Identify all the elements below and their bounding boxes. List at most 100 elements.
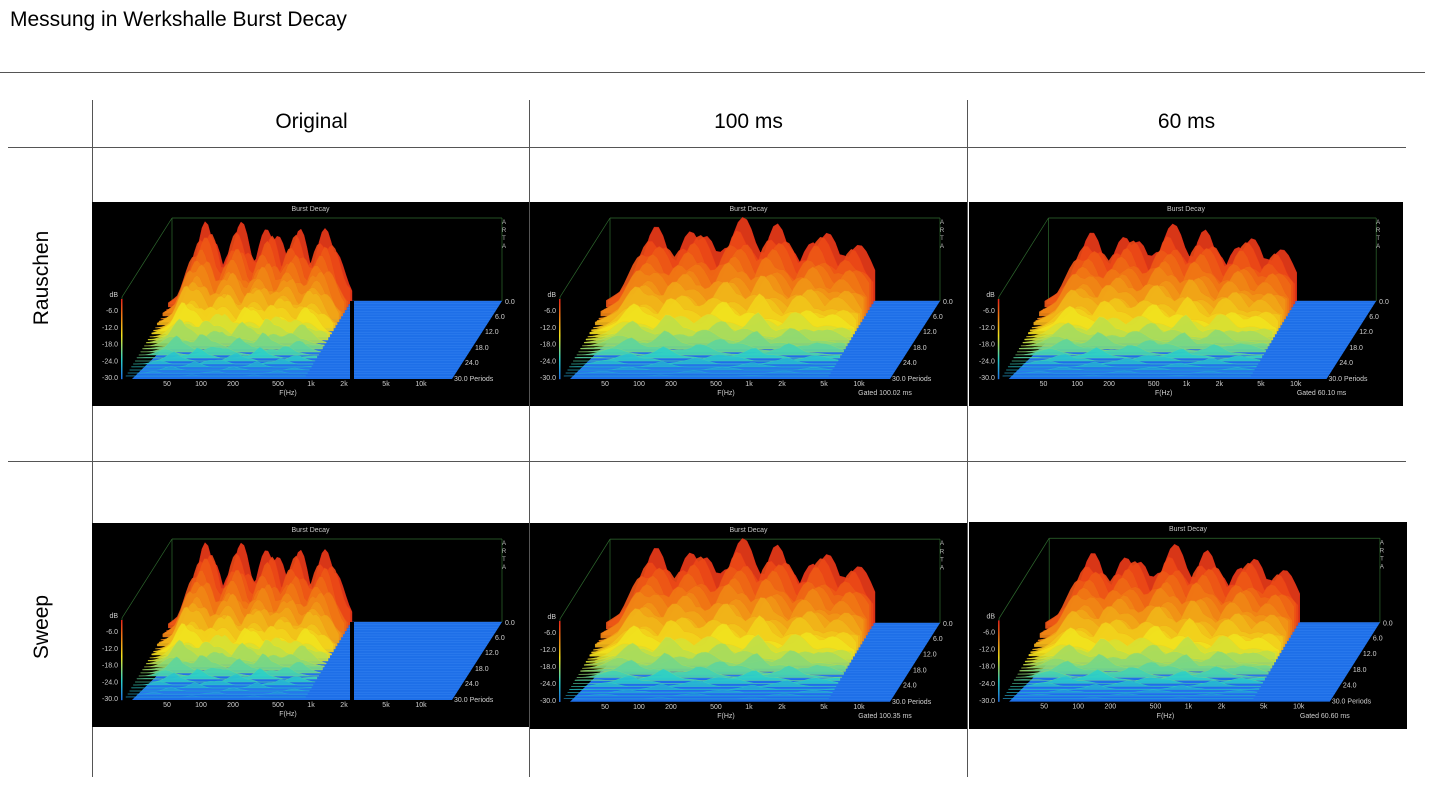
waterfall-chart: dB -6.0 -12.0 -18.0 -24.0 -30.0 50 100 200 500 1k 2…	[102, 538, 515, 718]
db-tick-label: -18.0	[102, 342, 118, 349]
freq-tick-label: 200	[1103, 381, 1115, 388]
burst-decay-plot: Burst Decay dB -6.0 -12.0 -18.0 -24.0 -30.0 50 1…	[969, 522, 1407, 729]
freq-tick-label: 5k	[820, 381, 828, 388]
freq-tick-label: 500	[710, 381, 722, 388]
color-scale	[998, 620, 1000, 702]
arta-logo-letter: A	[940, 541, 944, 547]
freq-tick-label: 100	[1072, 704, 1084, 711]
arta-logo-letter: A	[940, 244, 944, 250]
period-tick-label: 6.0	[495, 635, 505, 642]
db-tick-label: -24.0	[540, 358, 556, 365]
period-tick-label: 12.0	[923, 329, 937, 336]
decay-slice	[569, 361, 835, 368]
freq-tick-label: 100	[195, 381, 207, 388]
freq-tick-label: 10k	[1293, 704, 1305, 711]
db-tick-label: -18.0	[540, 664, 556, 671]
decay-slice	[565, 370, 831, 374]
period-tick-label: 24.0	[465, 681, 479, 688]
plot-title: Burst Decay	[1166, 206, 1206, 213]
db-tick-label: -18.0	[540, 342, 556, 349]
freq-tick-label: 5k	[1257, 381, 1265, 388]
freq-tick-label: 2k	[778, 381, 786, 388]
arta-logo-letter: A	[1380, 565, 1385, 571]
period-tick-label: 30.0 Periods	[454, 376, 494, 383]
decay-slice	[569, 683, 835, 690]
arta-logo-letter: T	[940, 236, 944, 242]
plot-title: Burst Decay	[291, 527, 330, 534]
decay-slice	[1008, 684, 1260, 690]
arta-logo-letter: T	[1376, 236, 1380, 242]
freq-tick-label: 5k	[1260, 704, 1268, 711]
period-tick-label: 12.0	[485, 329, 499, 336]
db-tick-label: -30.0	[979, 698, 995, 705]
decay-slice	[582, 327, 848, 347]
period-tick-label: 18.0	[475, 666, 489, 673]
freq-tick-label: 200	[665, 704, 677, 711]
color-scale	[121, 620, 123, 701]
decay-slice	[125, 374, 306, 377]
decay-slice	[1007, 361, 1257, 368]
decay-slice	[135, 351, 316, 362]
db-tick-label: -12.0	[102, 325, 118, 332]
db-unit-label: dB	[109, 292, 118, 299]
db-tick-label: -30.0	[540, 698, 556, 705]
plot-title: Burst Decay	[729, 206, 768, 213]
arta-logo-letter: T	[502, 557, 506, 563]
period-tick-label: 24.0	[1339, 360, 1353, 367]
arta-logo-letter: A	[940, 220, 944, 226]
x-axis-label: F(Hz)	[1155, 390, 1172, 397]
db-tick-label: -30.0	[102, 375, 118, 382]
db-tick-label: -6.0	[544, 308, 556, 315]
decay-slice	[578, 337, 844, 353]
period-tick-label: 18.0	[913, 667, 927, 674]
period-tick-label: 18.0	[1349, 345, 1363, 352]
db-tick-label: -24.0	[102, 358, 118, 365]
plot-title: Burst Decay	[729, 527, 768, 534]
freq-tick-label: 50	[601, 381, 609, 388]
period-tick-label: 12.0	[1359, 329, 1373, 336]
decay-slice	[1004, 693, 1256, 696]
freq-tick-label: 100	[633, 381, 645, 388]
arta-logo-letter: T	[1380, 557, 1384, 563]
period-tick-label: 30.0 Periods	[1329, 376, 1369, 383]
plot-title: Burst Decay	[291, 206, 330, 213]
grid-line	[92, 100, 93, 777]
column-header-60ms: 60 ms	[1157, 110, 1216, 133]
freq-tick-label: 10k	[1290, 381, 1302, 388]
freq-tick-label: 50	[163, 702, 171, 709]
decay-slice	[1020, 329, 1270, 347]
period-tick-label: 0.0	[1379, 299, 1389, 306]
freq-tick-label: 500	[272, 702, 284, 709]
decay-slice	[1010, 680, 1261, 687]
period-tick-label: 0.0	[1383, 620, 1393, 627]
decay-slice	[1017, 660, 1269, 675]
freq-tick-label: 1k	[745, 704, 753, 711]
decay-slice	[1012, 675, 1263, 684]
waterfall-chart: dB -6.0 -12.0 -18.0 -24.0 -30.0 50 100 200 500 1k 2…	[540, 216, 953, 397]
freq-tick-label: 5k	[382, 702, 390, 709]
arta-logo-letter: A	[1380, 540, 1385, 546]
decay-slice	[127, 691, 308, 695]
freq-tick-label: 10k	[415, 702, 427, 709]
db-tick-label: -24.0	[102, 679, 118, 686]
decay-slice	[563, 374, 829, 377]
period-tick-label: 0.0	[943, 299, 953, 306]
decay-slice	[576, 342, 842, 356]
arta-logo-letter: T	[940, 557, 944, 563]
decay-slice	[1002, 374, 1251, 377]
db-unit-label: dB	[109, 613, 118, 620]
freq-tick-label: 2k	[778, 704, 786, 711]
decay-slice	[571, 357, 837, 365]
db-tick-label: -6.0	[544, 630, 556, 637]
decay-slice	[1021, 651, 1273, 669]
grid-line	[529, 100, 530, 777]
waterfall-chart: dB -6.0 -12.0 -18.0 -24.0 -30.0 50 100 200 500 1k 2…	[102, 217, 515, 397]
freq-tick-label: 5k	[820, 704, 828, 711]
grid-line	[967, 100, 968, 777]
period-tick-label: 12.0	[485, 650, 499, 657]
waterfall-chart: dB -6.0 -12.0 -18.0 -24.0 -30.0 50 100 200 500 1k 2…	[979, 537, 1393, 720]
period-tick-label: 30.0 Periods	[454, 697, 494, 704]
freq-tick-label: 500	[710, 704, 722, 711]
db-tick-label: -18.0	[102, 663, 118, 670]
arta-logo-letter: R	[502, 228, 507, 234]
